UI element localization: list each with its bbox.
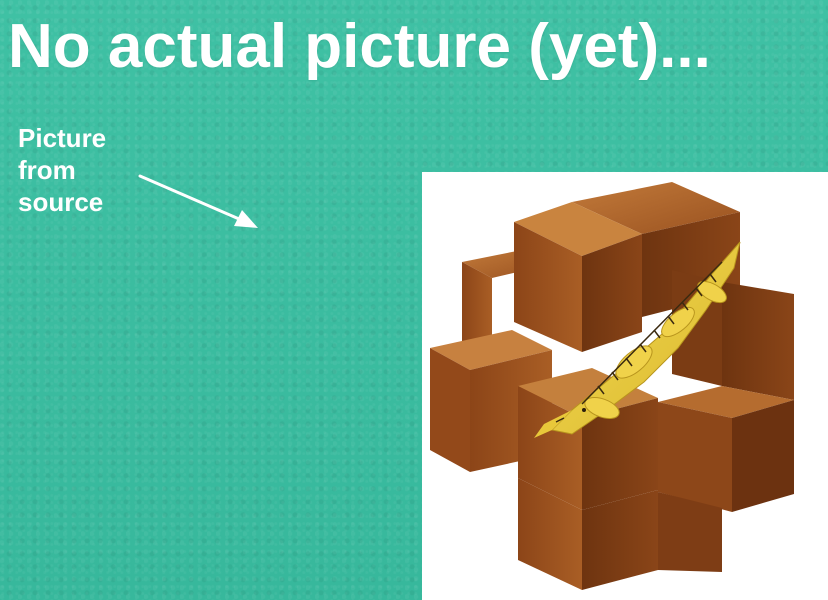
caption-line-2: from xyxy=(18,155,76,185)
wooden-puzzle-illustration xyxy=(430,182,794,590)
source-caption: Picture from source xyxy=(18,122,138,218)
caption-line-3: source xyxy=(18,187,104,217)
page-title: No actual picture (yet)... xyxy=(8,12,711,81)
pointer-arrow-icon xyxy=(138,174,258,228)
lizard-figure xyxy=(534,241,741,438)
puzzle-photo xyxy=(422,172,828,600)
caption-line-1: Picture xyxy=(18,123,107,153)
